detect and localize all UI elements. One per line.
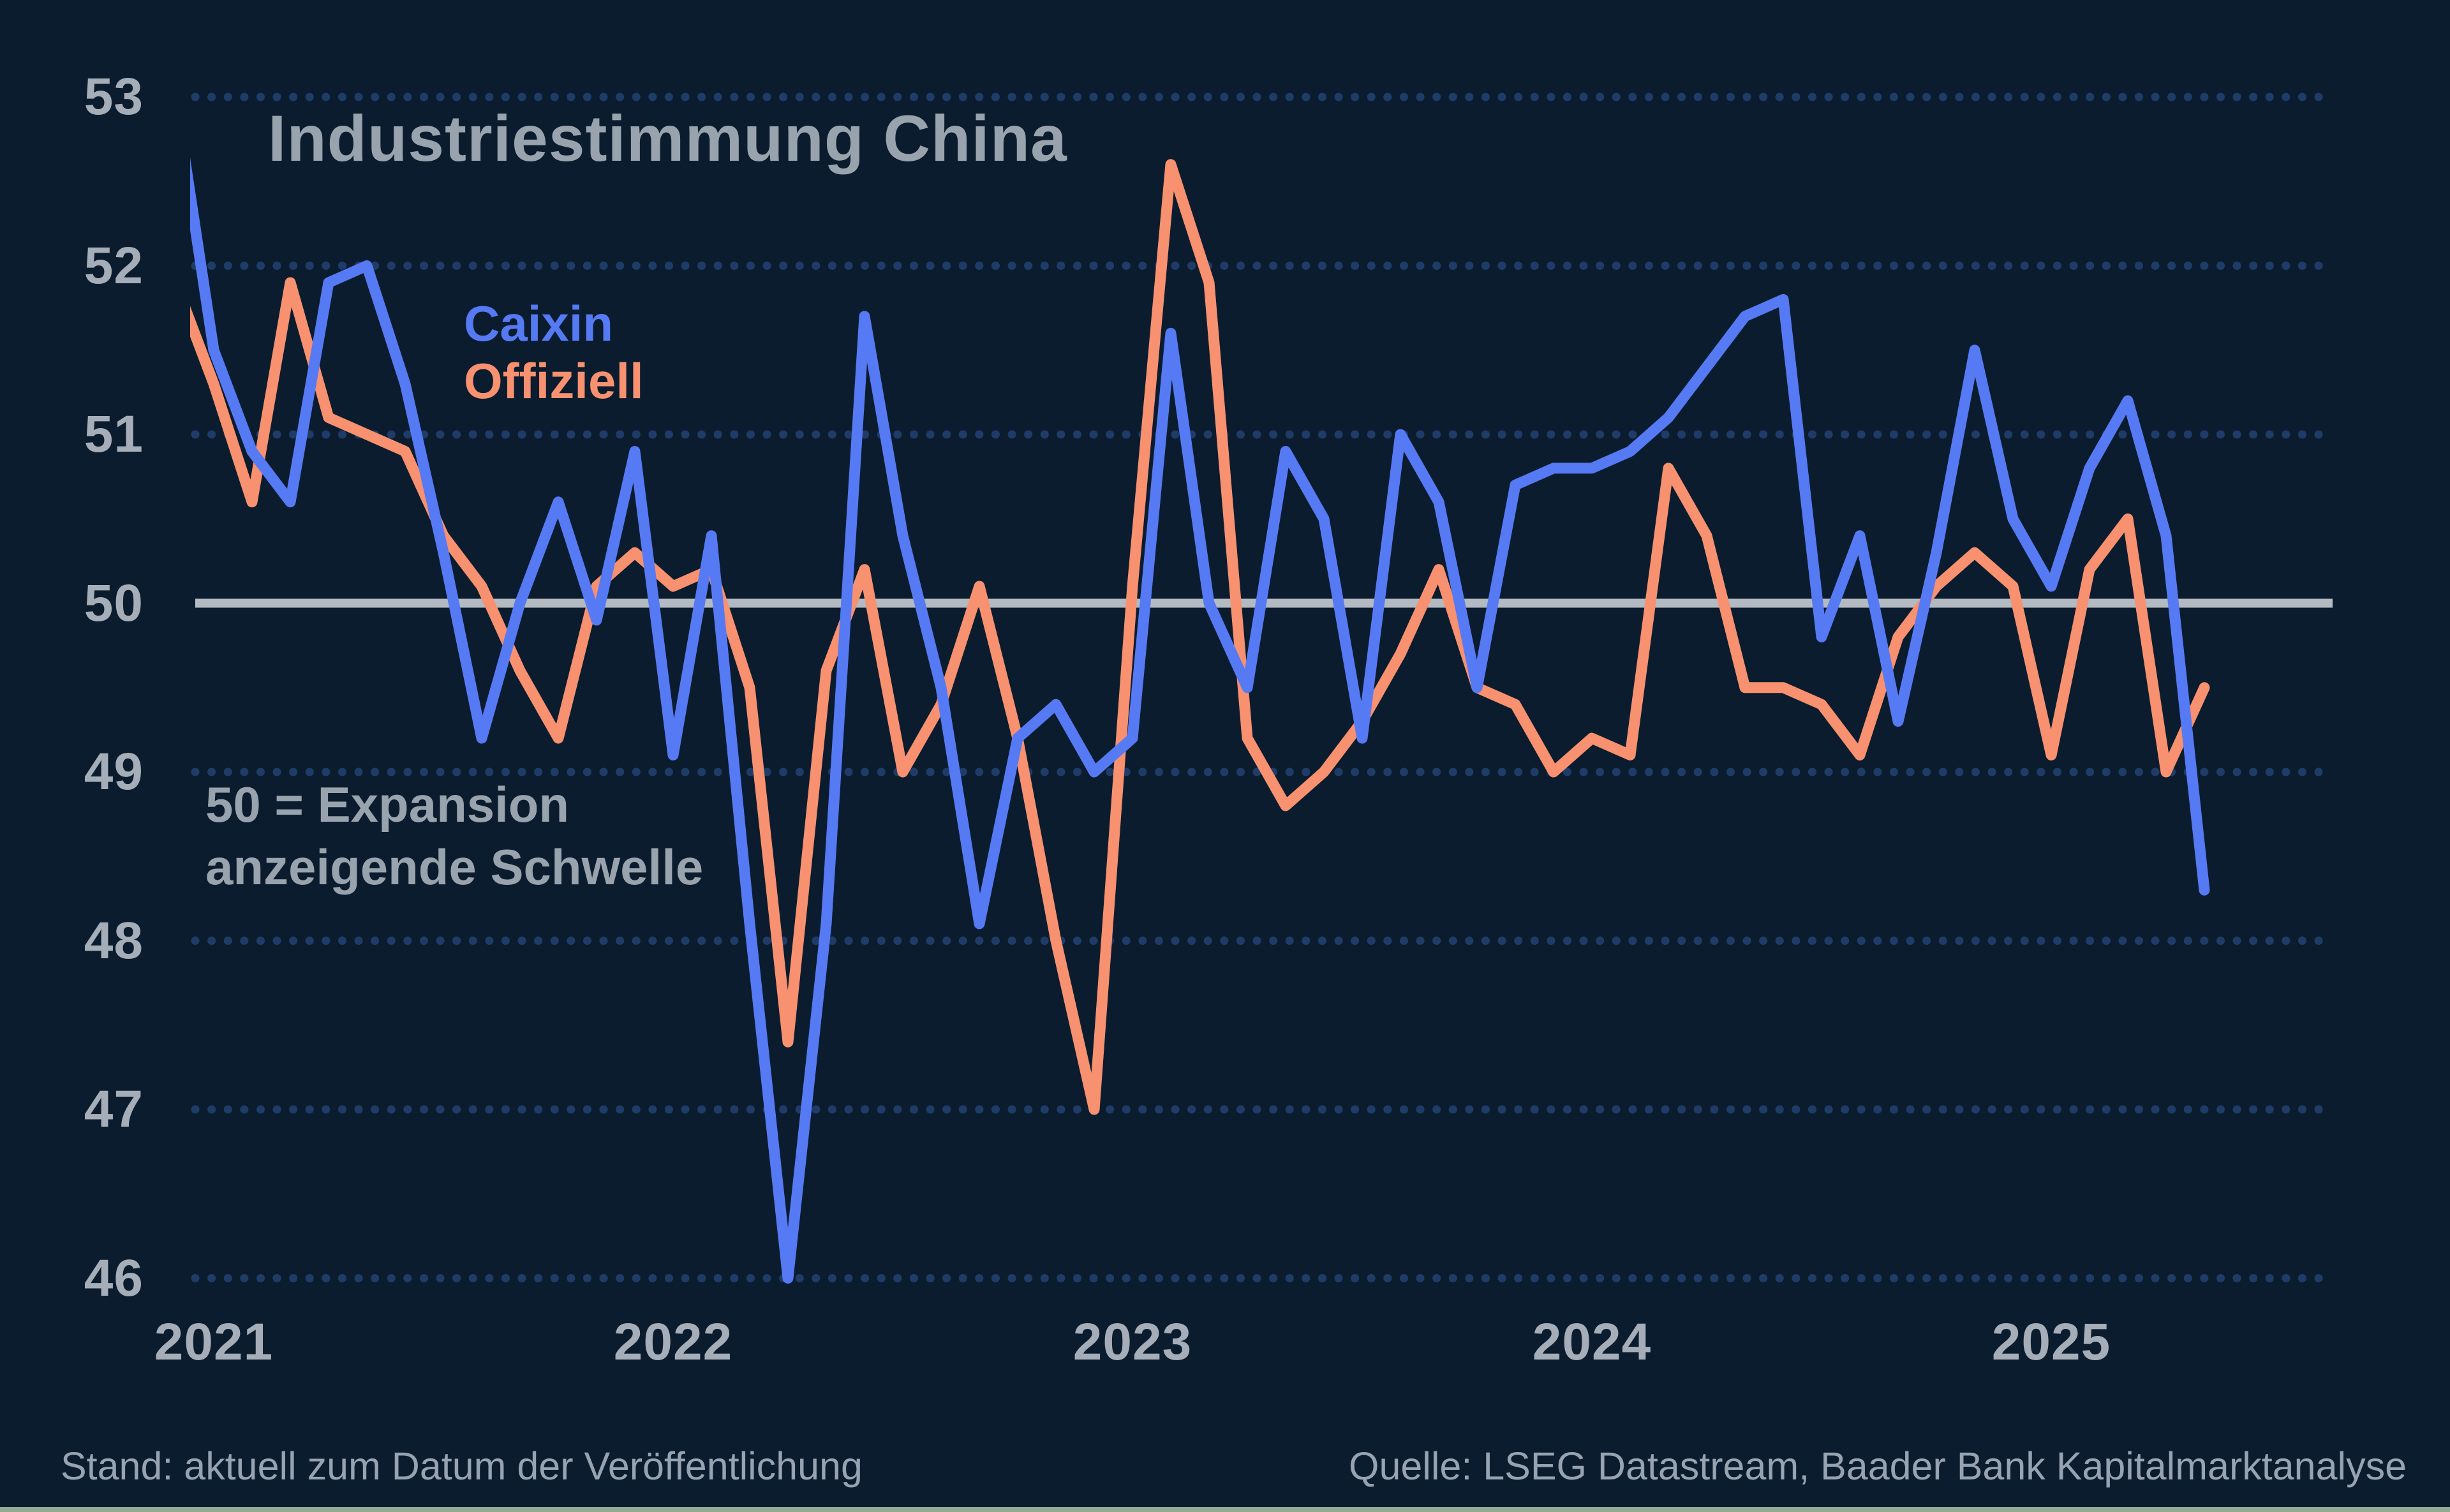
x-tick-label-2021: 2021 bbox=[154, 1313, 274, 1371]
page-title: Industriestimmung China bbox=[268, 102, 1067, 175]
x-tick-label-2023: 2023 bbox=[1073, 1313, 1192, 1371]
y-tick-label-48: 48 bbox=[84, 911, 144, 970]
bottom-accent-bar bbox=[0, 1507, 2450, 1512]
data-series-lines bbox=[190, 158, 2210, 1284]
horizontal-gridlines bbox=[191, 93, 2337, 1282]
x-tick-label-2024: 2024 bbox=[1532, 1313, 1652, 1371]
series-line-caixin bbox=[190, 158, 2210, 1284]
x-tick-label-2022: 2022 bbox=[613, 1313, 733, 1371]
legend-item-caixin: Caixin bbox=[464, 295, 614, 352]
status-note: Stand: aktuell zum Datum der Veröffentli… bbox=[61, 1444, 863, 1488]
threshold-annotation-line2: anzeigende Schwelle bbox=[205, 839, 704, 895]
legend: Caixin Offiziell bbox=[464, 295, 644, 410]
y-tick-label-50: 50 bbox=[84, 574, 144, 632]
y-tick-label-49: 49 bbox=[84, 743, 144, 801]
threshold-annotation: 50 = Expansion anzeigende Schwelle bbox=[205, 773, 703, 898]
legend-item-offiziell: Offiziell bbox=[464, 353, 644, 409]
y-tick-label-53: 53 bbox=[84, 68, 144, 126]
series-line-offiziell bbox=[190, 159, 2210, 1115]
x-tick-label-2025: 2025 bbox=[1991, 1313, 2111, 1371]
y-tick-label-47: 47 bbox=[84, 1080, 144, 1138]
y-tick-label-46: 46 bbox=[84, 1249, 144, 1307]
y-tick-label-52: 52 bbox=[84, 236, 144, 295]
y-tick-label-51: 51 bbox=[84, 405, 144, 463]
threshold-annotation-line1: 50 = Expansion bbox=[205, 776, 570, 833]
source-note: Quelle: LSEG Datastream, Baader Bank Kap… bbox=[1349, 1444, 2407, 1488]
